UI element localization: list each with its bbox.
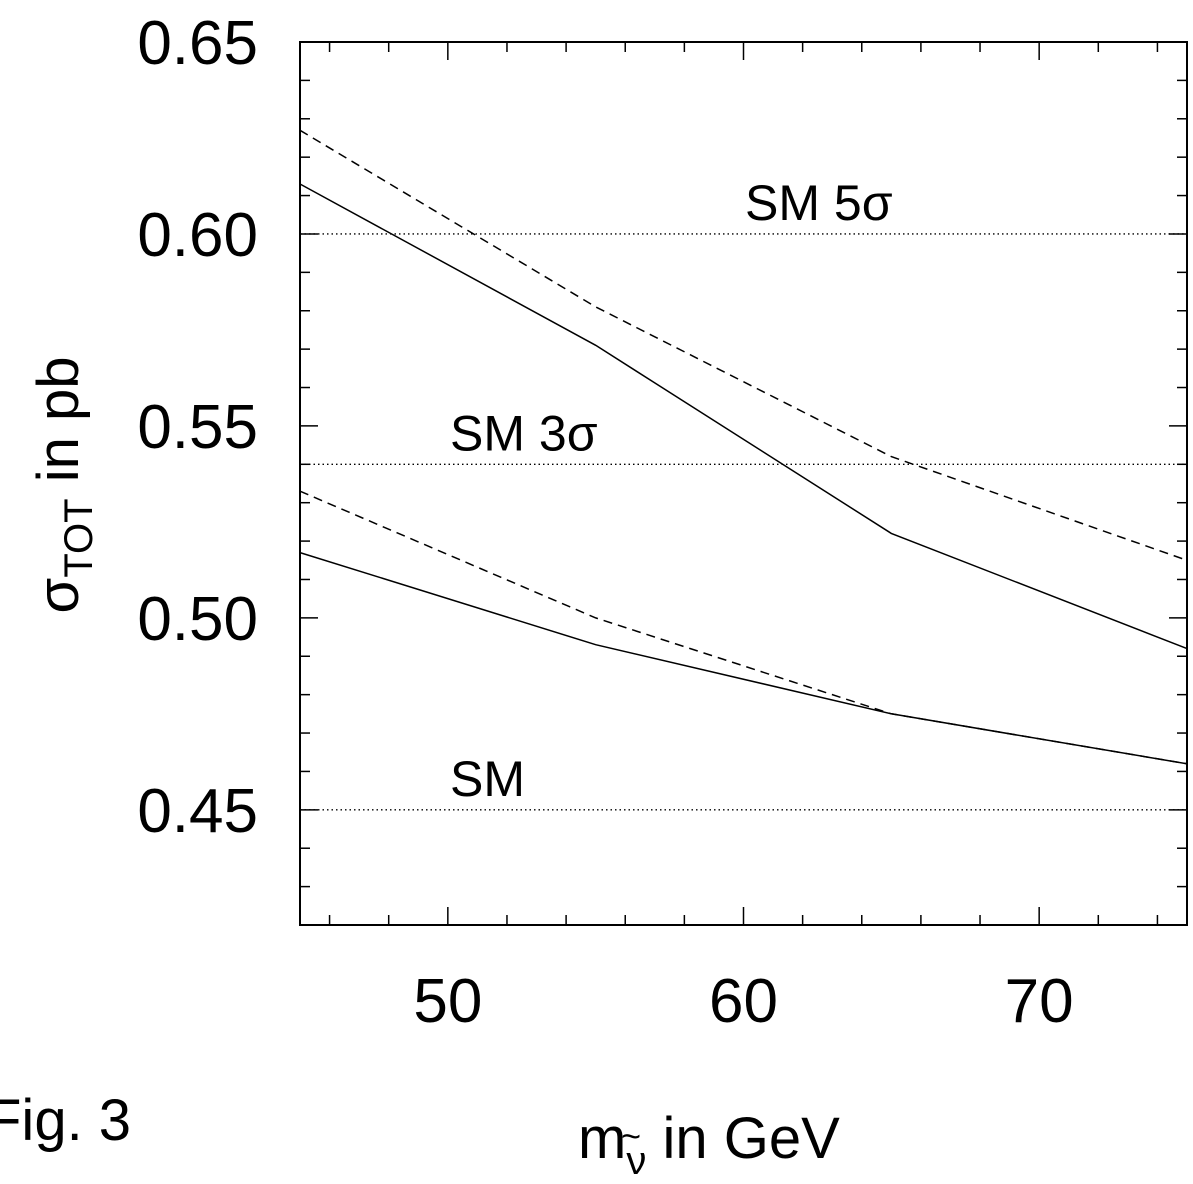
- x-tick-label: 60: [709, 967, 778, 1036]
- reference-labels: SM 5σ SM 3σ SM: [450, 175, 893, 807]
- x-tick-label: 70: [1005, 967, 1074, 1036]
- reference-label-2: SM: [450, 751, 525, 807]
- series-line-3: [299, 490, 1188, 765]
- reference-label-1: SM 3σ: [450, 405, 598, 461]
- y-tick-label: 0.45: [137, 777, 258, 846]
- tick-labels: 50 60 70 0.45 0.50 0.55 0.60 0.65: [137, 9, 1073, 1036]
- plot-frame: [299, 41, 1188, 926]
- x-tick-label: 50: [413, 967, 482, 1036]
- y-axis-label: σTOT in pb: [26, 357, 101, 614]
- y-tick-label: 0.65: [137, 9, 258, 78]
- y-tick-label: 0.55: [137, 393, 258, 462]
- series-line-2: [299, 551, 1188, 765]
- x-axis-label: mν in GeV: [578, 1106, 840, 1183]
- series-line-0: [299, 183, 1188, 650]
- axis-ticks: [300, 42, 1187, 925]
- series-line-1: [299, 129, 1188, 562]
- reference-lines: [300, 233, 1187, 811]
- y-tick-label: 0.60: [137, 201, 258, 270]
- y-tick-label: 0.50: [137, 585, 258, 654]
- series-lines: [299, 129, 1188, 765]
- reference-label-0: SM 5σ: [745, 175, 893, 231]
- x-axis-label-accent: ~: [621, 1118, 641, 1156]
- figure-caption: Fig. 3: [0, 1088, 131, 1153]
